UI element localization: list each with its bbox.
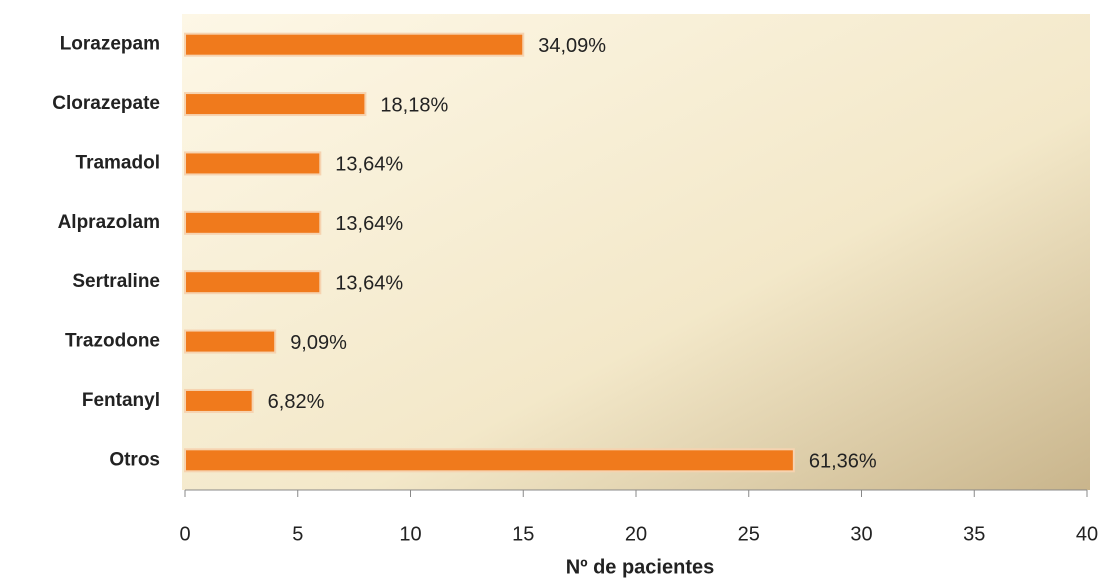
data-label: 34,09% (538, 35, 606, 57)
data-label: 9,09% (290, 332, 347, 354)
data-label: 13,64% (335, 154, 403, 176)
data-label: 61,36% (809, 451, 877, 473)
data-label: 13,64% (335, 272, 403, 294)
x-tick-label: 25 (738, 523, 760, 545)
data-label: 18,18% (380, 94, 448, 116)
y-tick-label: Clorazepate (52, 93, 160, 114)
bar (184, 270, 322, 295)
bar (184, 388, 254, 413)
bar (184, 151, 322, 176)
x-tick-label: 30 (850, 523, 872, 545)
y-tick-label: Fentanyl (82, 390, 160, 411)
bar (184, 210, 322, 235)
bar (184, 92, 367, 117)
y-tick-label: Alprazolam (58, 212, 160, 233)
x-tick-label: 10 (399, 523, 421, 545)
y-tick-label: Trazodone (65, 331, 160, 352)
plot-background (182, 14, 1090, 490)
x-tick-label: 35 (963, 523, 985, 545)
x-tick-label: 20 (625, 523, 647, 545)
y-tick-label: Otros (109, 449, 160, 470)
bar (184, 448, 795, 473)
y-tick-label: Sertraline (72, 271, 160, 292)
x-tick-label: 5 (292, 523, 303, 545)
y-tick-label: Lorazepam (60, 34, 160, 55)
x-tick-label: 15 (512, 523, 534, 545)
y-tick-label: Tramadol (76, 152, 160, 173)
x-tick-label: 0 (179, 523, 190, 545)
data-label: 13,64% (335, 213, 403, 235)
x-axis-label: Nº de pacientes (566, 556, 714, 578)
x-tick-label: 40 (1076, 523, 1098, 545)
data-label: 6,82% (268, 391, 325, 413)
bar (184, 32, 525, 57)
bar (184, 329, 277, 354)
